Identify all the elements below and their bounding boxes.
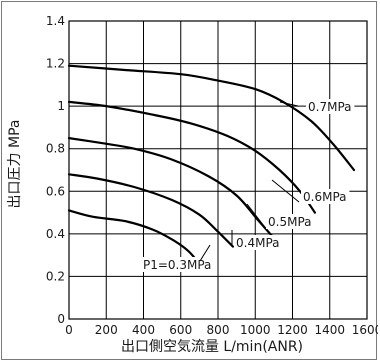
curve-labels: 0.7MPa 0.6MPa 0.5MPa 0.4MPa P1=0.3MPa xyxy=(141,99,355,272)
curve-0-4mpa xyxy=(67,173,234,248)
x-tick-label: 600 xyxy=(169,323,192,337)
curve-0-6mpa xyxy=(67,100,316,214)
label-background xyxy=(266,214,315,229)
x-tick-label: 1200 xyxy=(277,323,308,337)
curve-label-group: 0.4MPa xyxy=(231,230,283,250)
curve-label-group: 0.5MPa xyxy=(246,203,315,229)
label-leader-line xyxy=(279,101,299,107)
x-axis-label: 出口側空気流量 L/min(ANR) xyxy=(121,339,303,355)
x-tick-label: 1400 xyxy=(314,323,345,337)
y-tick-label: 1 xyxy=(57,99,65,113)
x-tick-label: 1000 xyxy=(240,323,271,337)
x-tick-label: 200 xyxy=(95,323,118,337)
curves xyxy=(67,64,356,263)
plot-border xyxy=(68,20,368,320)
grid xyxy=(68,20,368,320)
label-background xyxy=(141,257,212,272)
curve-label: 0.5MPa xyxy=(268,215,312,229)
x-tick-label: 400 xyxy=(132,323,155,337)
y-tick-label: 1.4 xyxy=(46,14,65,28)
curve-label: 0.4MPa xyxy=(236,236,280,250)
x-tick-label: 800 xyxy=(207,323,230,337)
curve-label-group: 0.7MPa xyxy=(279,99,355,114)
curve-label: 0.7MPa xyxy=(308,100,352,114)
y-tick-label: 0.6 xyxy=(46,184,65,198)
label-leader-line xyxy=(271,179,300,203)
curve-label-group: P1=0.3MPa xyxy=(141,244,212,272)
label-background xyxy=(301,189,350,204)
y-tick-label: 0.8 xyxy=(46,142,65,156)
y-tick-label: 0 xyxy=(57,312,65,326)
y-axis-label: 出口圧力 MPa xyxy=(7,120,23,209)
y-tick-label: 0.2 xyxy=(46,269,65,283)
curve-label: P1=0.3MPa xyxy=(143,258,211,272)
y-tick-label: 0.4 xyxy=(46,227,65,241)
y-tick-label: 1.2 xyxy=(46,57,65,71)
curve-label: 0.6MPa xyxy=(303,190,347,204)
curve-0-7mpa xyxy=(67,64,356,172)
label-leader-line xyxy=(199,244,211,262)
curve-0-3mpa xyxy=(67,209,199,263)
label-leader-line xyxy=(246,203,265,227)
curve-0-5mpa xyxy=(67,137,275,240)
x-tick-label: 0 xyxy=(65,323,73,337)
label-background xyxy=(306,99,355,114)
label-background xyxy=(234,235,283,250)
curve-label-group: 0.6MPa xyxy=(271,179,350,204)
